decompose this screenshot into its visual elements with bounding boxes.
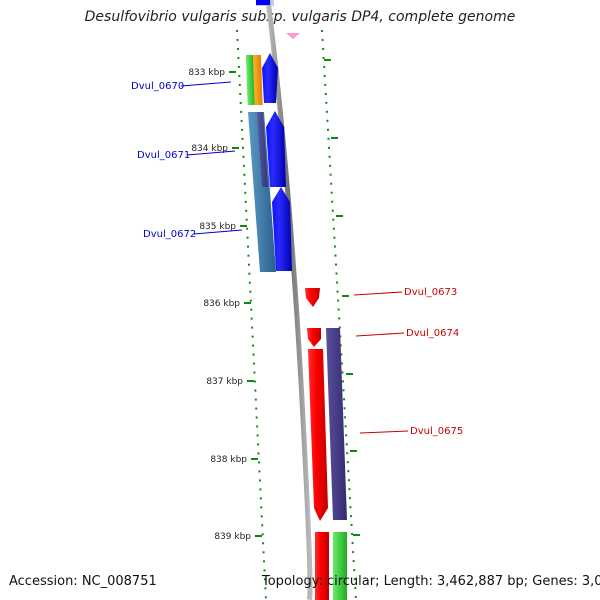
gene-arrow-dvul-0674 — [307, 328, 321, 347]
cog-bar-green — [245, 55, 256, 105]
kbp-tick-group: 833 kbp 834 kbp 835 kbp 836 kbp 837 kbp 838 k… — [188, 59, 360, 542]
gene-arrow-dvul-0673 — [305, 288, 320, 307]
right-label-lines — [353, 291, 409, 434]
topology-label: Topology: circular; Length: 3,462,887 bp… — [262, 574, 600, 589]
kbp-tick-label: 833 kbp — [188, 68, 225, 78]
gene-label-dvul-0671[interactable]: Dvul_0671 — [137, 150, 190, 161]
genome-backbone — [265, 0, 313, 600]
kbp-tick-label: 836 kbp — [203, 299, 240, 309]
kbp-tick-label: 834 kbp — [191, 144, 228, 154]
gene-label-dvul-0672[interactable]: Dvul_0672 — [143, 229, 196, 240]
kbp-tick-label: 838 kbp — [210, 455, 247, 465]
accession-label: Accession: NC_008751 — [9, 574, 157, 589]
gene-arrow-partial-bottom — [315, 532, 329, 600]
gene-arrow-dvul-0675 — [308, 349, 328, 521]
kbp-tick-label: 839 kbp — [214, 532, 251, 542]
gene-label-dvul-0670[interactable]: Dvul_0670 — [131, 81, 184, 92]
left-label-lines — [180, 81, 243, 235]
cog-bar-purple — [257, 112, 268, 187]
gene-label-dvul-0675[interactable]: Dvul_0675 — [410, 426, 463, 437]
gene-arrow-dvul-0671 — [266, 111, 286, 187]
kbp-tick-label: 835 kbp — [199, 222, 236, 232]
gene-label-dvul-0673[interactable]: Dvul_0673 — [404, 287, 457, 298]
cog-bar-purple-right — [326, 328, 347, 520]
pink-feature-marker — [286, 33, 300, 39]
cog-bar-steelblue — [248, 112, 276, 272]
gene-arrow-dvul-0670 — [262, 53, 278, 103]
gene-fragment-top — [256, 0, 270, 5]
genome-title: Desulfovibrio vulgaris subsp. vulgaris D… — [84, 9, 516, 25]
gene-label-dvul-0674[interactable]: Dvul_0674 — [406, 328, 459, 339]
cog-bar-green-bottom — [333, 532, 347, 600]
gene-arrow-dvul-0672 — [272, 187, 292, 271]
cog-bar-orange — [252, 55, 263, 105]
kbp-tick-label: 837 kbp — [206, 377, 243, 387]
